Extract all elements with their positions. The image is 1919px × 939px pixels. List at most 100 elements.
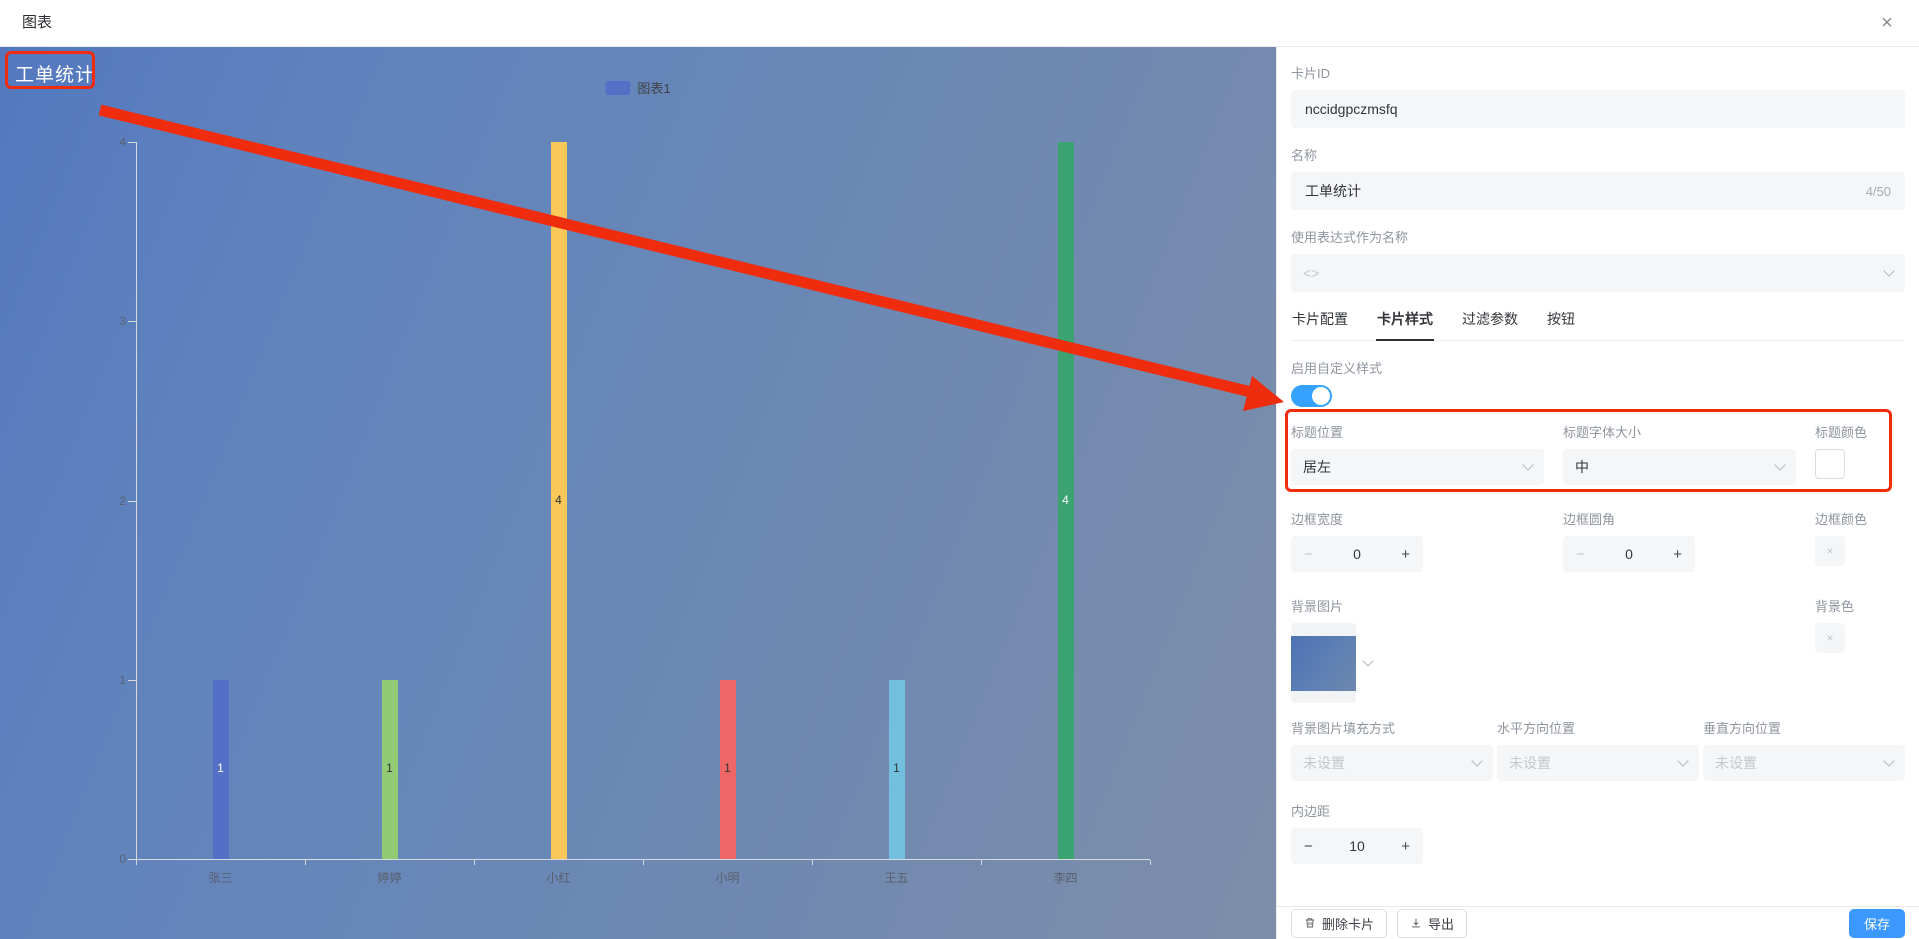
x-axis-tick-mark — [305, 860, 306, 865]
plus-icon[interactable]: + — [1673, 545, 1682, 563]
border-radius-value: 0 — [1625, 546, 1633, 562]
legend-item[interactable]: 图表1 — [605, 78, 671, 97]
x-axis-tick-mark — [643, 860, 644, 865]
padding-field: 内边距 − 10 + — [1291, 801, 1905, 864]
bg-image-select[interactable] — [1291, 623, 1356, 703]
name-input[interactable] — [1305, 172, 1856, 210]
y-axis-tick-mark — [128, 859, 136, 860]
title-color-swatch[interactable] — [1815, 449, 1845, 479]
bg-image-thumbnail — [1291, 635, 1356, 691]
h-position-label: 水平方向位置 — [1497, 721, 1576, 736]
char-counter: 4/50 — [1865, 183, 1891, 199]
chevron-down-icon — [1362, 655, 1374, 667]
custom-style-toggle[interactable] — [1291, 385, 1332, 407]
x-axis-tick-mark — [1150, 860, 1151, 865]
bar — [719, 679, 736, 859]
x-axis-tick-mark — [136, 860, 137, 865]
h-position-select[interactable]: 未设置 — [1497, 745, 1699, 781]
v-position-label: 垂直方向位置 — [1703, 721, 1782, 736]
bg-fill-mode-label: 背景图片填充方式 — [1291, 721, 1396, 736]
save-label: 保存 — [1863, 916, 1890, 932]
bar — [212, 679, 229, 859]
dialog-header: 图表 × — [0, 0, 1919, 47]
chevron-down-icon — [1883, 265, 1895, 277]
clear-color-icon: × — [1826, 631, 1834, 645]
title-position-value: 居左 — [1303, 459, 1331, 475]
dialog-title: 图表 — [22, 14, 53, 31]
bar-value-label: 4 — [1062, 492, 1069, 507]
bar-value-label: 1 — [724, 761, 731, 776]
border-width-stepper[interactable]: − 0 + — [1291, 536, 1423, 572]
card-id-input[interactable] — [1291, 90, 1905, 128]
bar — [381, 679, 398, 859]
minus-icon[interactable]: − — [1304, 837, 1313, 855]
chevron-down-icon — [1883, 755, 1895, 767]
card-id-label: 卡片ID — [1291, 66, 1331, 81]
title-style-row: 标题位置 居左 标题字体大小 中 标题颜色 — [1285, 409, 1905, 492]
bar-value-label: 1 — [386, 761, 393, 776]
card-settings-panel: 卡片ID 名称 4/50 使用表达式作为名称 <> 卡片配置 卡片样式 过滤参数… — [1276, 47, 1919, 939]
x-axis-tick-mark — [812, 860, 813, 865]
delete-card-button[interactable]: 删除卡片 — [1291, 908, 1388, 938]
minus-icon[interactable]: − — [1576, 545, 1585, 563]
save-button[interactable]: 保存 — [1848, 908, 1905, 938]
bg-fill-mode-select[interactable]: 未设置 — [1291, 745, 1493, 781]
legend-swatch — [605, 80, 631, 95]
title-position-label: 标题位置 — [1291, 425, 1344, 440]
chevron-down-icon — [1677, 755, 1689, 767]
title-font-size-select[interactable]: 中 — [1563, 449, 1796, 485]
title-position-select[interactable]: 居左 — [1291, 449, 1544, 485]
minus-icon[interactable]: − — [1304, 545, 1313, 563]
border-radius-label: 边框圆角 — [1563, 512, 1616, 527]
bg-fill-mode-placeholder: 未设置 — [1303, 755, 1345, 771]
y-axis-tick-mark — [128, 321, 136, 323]
bg-position-row: 背景图片填充方式 未设置 水平方向位置 未设置 垂直方向位置 未设置 — [1291, 718, 1905, 781]
bar-value-label: 1 — [893, 761, 900, 776]
plus-icon[interactable]: + — [1401, 837, 1410, 855]
x-axis-label: 王五 — [884, 871, 909, 885]
y-axis-tick-label: 0 — [119, 852, 126, 866]
padding-label: 内边距 — [1291, 804, 1331, 819]
border-width-value: 0 — [1353, 546, 1361, 562]
chart-title: 工单统计 — [15, 65, 96, 86]
border-color-swatch[interactable]: × — [1815, 536, 1845, 566]
close-icon[interactable]: × — [1881, 11, 1893, 34]
plus-icon[interactable]: + — [1401, 545, 1410, 563]
title-color-label: 标题颜色 — [1815, 425, 1868, 440]
x-axis-line — [136, 859, 1150, 860]
x-axis-tick-mark — [981, 860, 982, 865]
settings-tabs: 卡片配置 卡片样式 过滤参数 按钮 — [1291, 309, 1905, 341]
tab-buttons[interactable]: 按钮 — [1547, 311, 1575, 327]
delete-card-label: 删除卡片 — [1322, 916, 1375, 932]
bg-color-label: 背景色 — [1815, 599, 1855, 614]
tab-filter-params[interactable]: 过滤参数 — [1462, 311, 1518, 327]
expression-select[interactable]: <> — [1291, 254, 1905, 292]
export-label: 导出 — [1428, 916, 1455, 932]
y-axis-line — [136, 142, 137, 859]
bg-image-label: 背景图片 — [1291, 599, 1344, 614]
background-row: 背景图片 背景色 × — [1291, 596, 1905, 703]
title-font-size-value: 中 — [1575, 459, 1589, 475]
legend-label: 图表1 — [637, 81, 671, 96]
export-button[interactable]: 导出 — [1397, 908, 1468, 938]
x-axis-tick-mark — [474, 860, 475, 865]
x-axis-label: 李四 — [1053, 871, 1078, 885]
tab-card-style[interactable]: 卡片样式 — [1376, 309, 1434, 341]
clear-color-icon: × — [1826, 544, 1834, 558]
x-axis-label: 婷婷 — [377, 871, 402, 885]
expression-placeholder: <> — [1303, 265, 1320, 281]
x-axis-label: 小红 — [546, 871, 571, 885]
y-axis-tick-mark — [128, 500, 136, 502]
bg-color-swatch[interactable]: × — [1815, 623, 1845, 653]
border-radius-stepper[interactable]: − 0 + — [1563, 536, 1695, 572]
padding-stepper[interactable]: − 10 + — [1291, 828, 1423, 864]
chart-card-preview: 工单统计 图表1 0 1 2 3 4 1 张三 1 婷婷 4 小红 1 小明 1 王五 4 李四 — [0, 47, 1276, 939]
expression-label: 使用表达式作为名称 — [1291, 230, 1409, 245]
chevron-down-icon — [1522, 459, 1534, 471]
tab-card-config[interactable]: 卡片配置 — [1292, 311, 1348, 327]
name-field: 名称 4/50 — [1291, 145, 1905, 210]
expression-field: 使用表达式作为名称 <> — [1291, 227, 1905, 292]
padding-value: 10 — [1349, 838, 1365, 854]
v-position-select[interactable]: 未设置 — [1703, 745, 1905, 781]
